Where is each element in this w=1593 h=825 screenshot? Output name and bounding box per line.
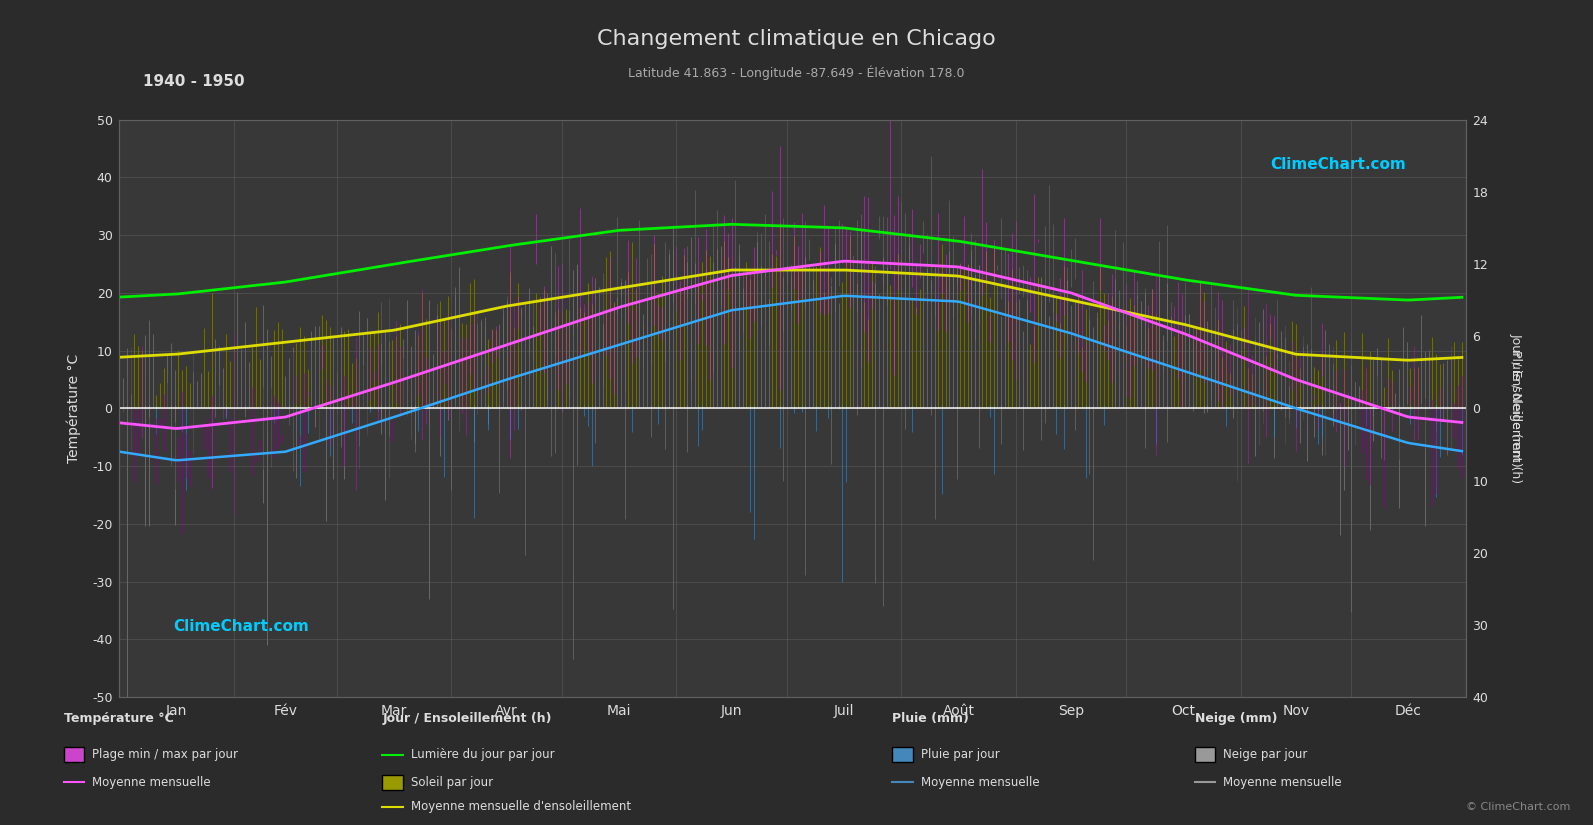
- Text: 1940 - 1950: 1940 - 1950: [143, 74, 245, 89]
- Text: Moyenne mensuelle: Moyenne mensuelle: [1223, 776, 1341, 789]
- Text: Latitude 41.863 - Longitude -87.649 - Élévation 178.0: Latitude 41.863 - Longitude -87.649 - Él…: [628, 66, 965, 81]
- Text: Changement climatique en Chicago: Changement climatique en Chicago: [597, 29, 996, 49]
- Text: ClimeChart.com: ClimeChart.com: [1270, 157, 1407, 172]
- Text: © ClimeChart.com: © ClimeChart.com: [1466, 802, 1571, 812]
- Text: Lumière du jour par jour: Lumière du jour par jour: [411, 748, 554, 761]
- Y-axis label: Jour / Ensoleillement (h): Jour / Ensoleillement (h): [1509, 333, 1523, 483]
- Y-axis label: Température °C: Température °C: [67, 354, 81, 463]
- Text: Moyenne mensuelle: Moyenne mensuelle: [92, 776, 210, 789]
- Text: Soleil par jour: Soleil par jour: [411, 776, 494, 789]
- Text: ClimeChart.com: ClimeChart.com: [174, 619, 309, 634]
- Text: Neige (mm): Neige (mm): [1195, 712, 1278, 725]
- Y-axis label: Pluie / Neige (mm): Pluie / Neige (mm): [1509, 350, 1523, 467]
- Text: Pluie par jour: Pluie par jour: [921, 748, 999, 761]
- Text: Plage min / max par jour: Plage min / max par jour: [92, 748, 239, 761]
- Text: Moyenne mensuelle d'ensoleillement: Moyenne mensuelle d'ensoleillement: [411, 800, 631, 813]
- Text: Pluie (mm): Pluie (mm): [892, 712, 969, 725]
- Text: Neige par jour: Neige par jour: [1223, 748, 1308, 761]
- Text: Moyenne mensuelle: Moyenne mensuelle: [921, 776, 1039, 789]
- Text: Jour / Ensoleillement (h): Jour / Ensoleillement (h): [382, 712, 551, 725]
- Text: Température °C: Température °C: [64, 712, 174, 725]
